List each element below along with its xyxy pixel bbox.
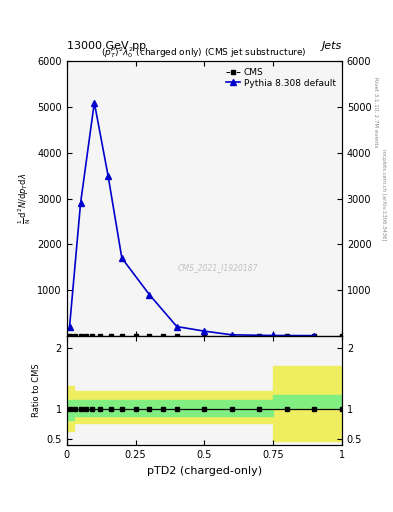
CMS [230,333,234,339]
CMS [84,333,88,339]
CMS [202,333,207,339]
CMS [97,333,102,339]
Pythia 8.308 default [271,332,275,338]
Y-axis label: $\frac{1}{\mathrm{N}}\,\mathrm{d}^2N/\mathrm{d}p_T\mathrm{d}\lambda$: $\frac{1}{\mathrm{N}}\,\mathrm{d}^2N/\ma… [17,173,33,224]
Text: Jets: Jets [321,40,342,51]
CMS [257,333,262,339]
X-axis label: pTD2 (charged-only): pTD2 (charged-only) [147,466,262,476]
Legend: CMS, Pythia 8.308 default: CMS, Pythia 8.308 default [225,66,338,90]
Pythia 8.308 default [67,324,72,330]
Pythia 8.308 default [92,99,97,105]
Text: 13000 GeV pp: 13000 GeV pp [67,40,146,51]
CMS [108,333,113,339]
CMS [174,333,179,339]
Line: CMS: CMS [68,334,343,337]
Pythia 8.308 default [230,332,234,338]
CMS [67,333,72,339]
Line: Pythia 8.308 default: Pythia 8.308 default [67,100,317,338]
Pythia 8.308 default [119,255,124,261]
Text: CMS_2021_I1920187: CMS_2021_I1920187 [178,263,258,272]
Pythia 8.308 default [147,291,152,297]
Y-axis label: Ratio to CMS: Ratio to CMS [32,364,41,417]
Text: Rivet 3.1.10, 2.7M events: Rivet 3.1.10, 2.7M events [373,77,378,148]
CMS [133,333,138,339]
CMS [285,333,289,339]
Pythia 8.308 default [106,173,110,179]
Pythia 8.308 default [174,324,179,330]
CMS [73,333,77,339]
CMS [78,333,83,339]
Pythia 8.308 default [202,328,207,334]
CMS [119,333,124,339]
Pythia 8.308 default [78,200,83,206]
Text: mcplots.cern.ch [arXiv:1306.3436]: mcplots.cern.ch [arXiv:1306.3436] [381,149,386,240]
CMS [161,333,165,339]
CMS [147,333,152,339]
Title: $(p_T^P)^2\lambda_0^2$ (charged only) (CMS jet substructure): $(p_T^P)^2\lambda_0^2$ (charged only) (C… [101,46,307,60]
Pythia 8.308 default [312,333,317,339]
CMS [312,333,317,339]
CMS [340,333,344,339]
CMS [89,333,94,339]
